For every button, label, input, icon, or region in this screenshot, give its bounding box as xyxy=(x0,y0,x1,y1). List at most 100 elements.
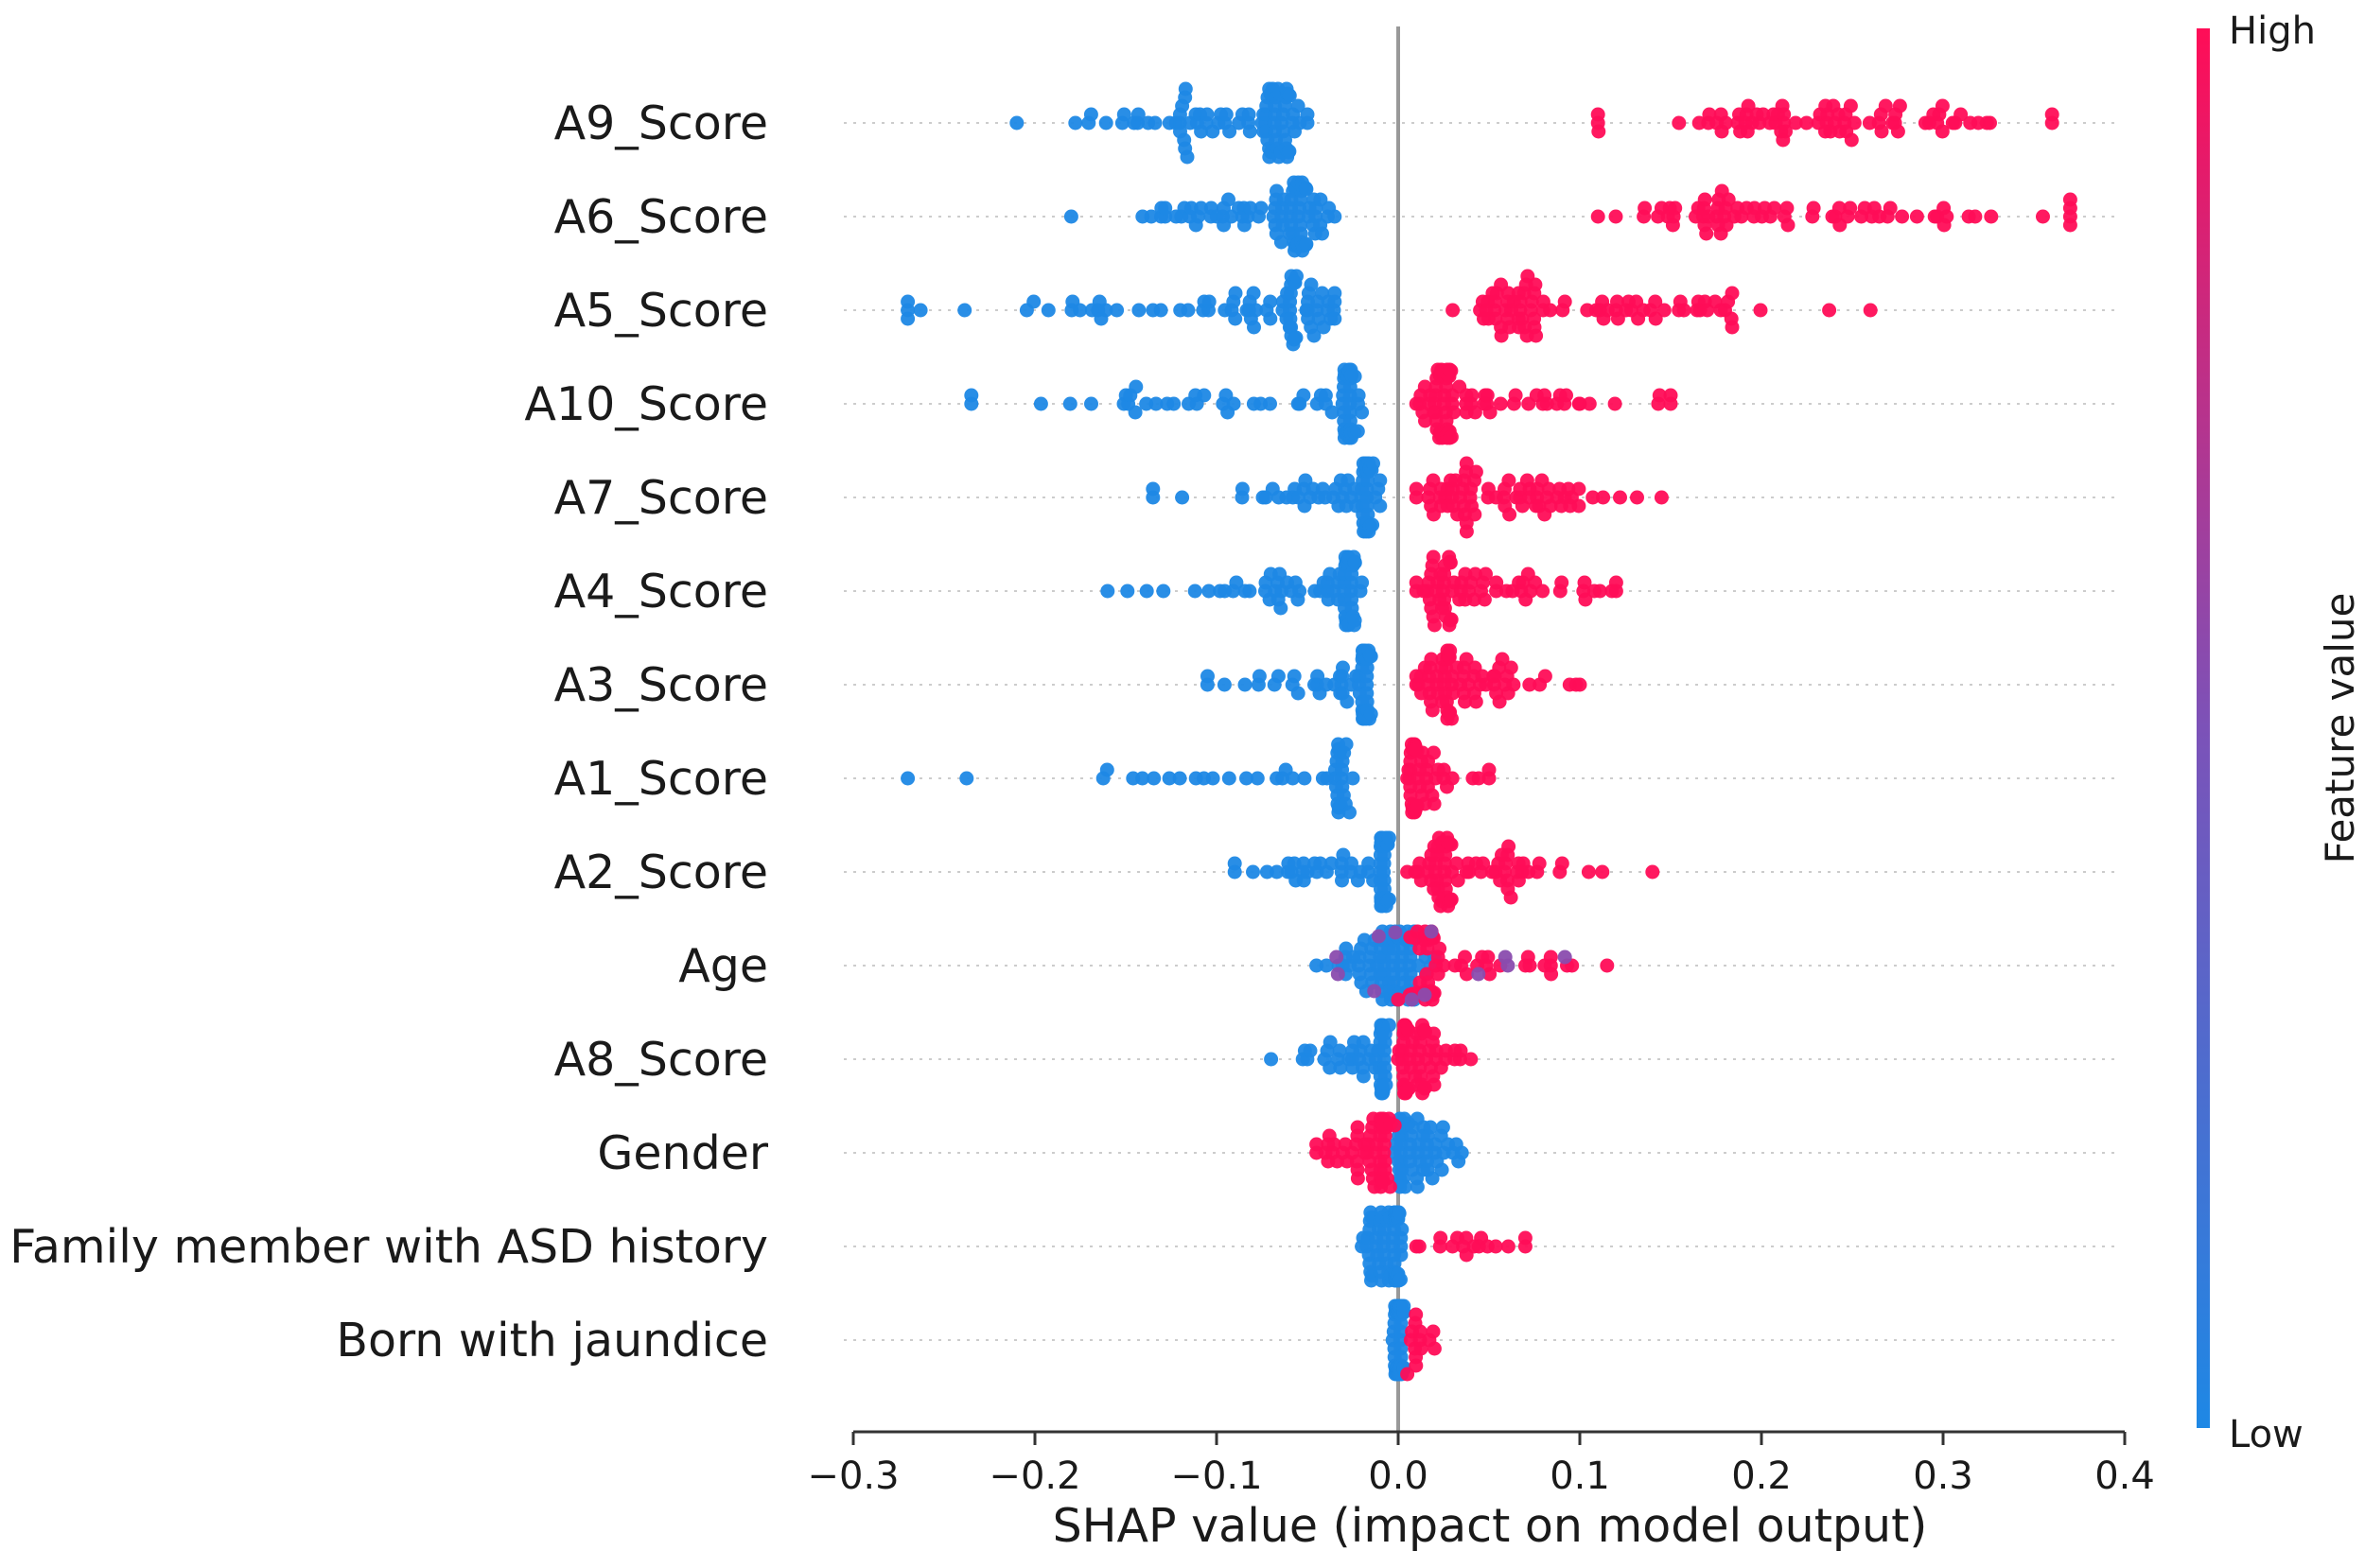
shap-point xyxy=(1581,864,1596,880)
shap-point xyxy=(1146,481,1161,497)
shap-point xyxy=(1239,771,1253,786)
shap-point xyxy=(1100,584,1115,599)
shap-point xyxy=(1591,124,1606,139)
shap-point xyxy=(1476,856,1491,871)
shap-point xyxy=(1585,490,1601,505)
shap-point xyxy=(1725,320,1740,335)
shap-point xyxy=(1158,200,1173,216)
shap-point xyxy=(1098,115,1113,131)
shap-point xyxy=(1083,107,1098,122)
shap-point xyxy=(1480,950,1496,965)
shap-point xyxy=(1425,1171,1440,1186)
shap-point xyxy=(1242,584,1257,599)
shap-point xyxy=(1935,98,1950,113)
colorbar: High Low Feature value xyxy=(2197,9,2363,1456)
shap-point xyxy=(1454,1145,1469,1160)
shap-point xyxy=(1450,873,1465,888)
shap-point xyxy=(1578,592,1593,607)
feature-label: A9_Score xyxy=(554,96,768,150)
shap-point xyxy=(1983,115,1997,131)
shap-point xyxy=(1500,1239,1515,1254)
shap-point xyxy=(1273,601,1288,616)
x-tick-label: 0.4 xyxy=(2094,1455,2155,1498)
shap-point xyxy=(1139,584,1154,599)
x-tick-label: 0.3 xyxy=(1913,1455,1973,1498)
shap-point xyxy=(1194,200,1209,216)
colorbar-high-label: High xyxy=(2229,9,2316,53)
feature-labels: A9_Score A6_Score A5_Score A10_Score A7_Scor… xyxy=(9,96,769,1368)
shap-point xyxy=(1543,303,1558,318)
shap-point xyxy=(1503,890,1518,905)
shap-point xyxy=(1246,286,1261,301)
feature-label: A10_Score xyxy=(524,377,768,431)
shap-point xyxy=(1467,405,1482,420)
shap-point xyxy=(1426,549,1441,565)
shap-point xyxy=(1411,1239,1427,1254)
shap-point xyxy=(1909,209,1924,224)
shap-point xyxy=(1459,524,1474,539)
shap-point xyxy=(1477,592,1492,607)
shap-point xyxy=(1468,694,1483,709)
shap-point xyxy=(1559,388,1573,403)
shap-point xyxy=(1388,925,1403,940)
shap-point xyxy=(1444,612,1459,627)
shap-point xyxy=(1535,584,1550,599)
shap-point xyxy=(1347,555,1362,570)
shap-point xyxy=(1098,303,1113,318)
shap-point xyxy=(1467,507,1482,522)
shap-point xyxy=(1326,1137,1341,1152)
shap-point xyxy=(1099,762,1114,777)
shap-point xyxy=(1425,703,1440,718)
shap-point xyxy=(1318,388,1333,403)
shap-point xyxy=(1445,303,1461,318)
shap-point xyxy=(1246,864,1260,880)
shap-point xyxy=(1778,124,1793,139)
shap-point xyxy=(1309,958,1324,973)
shap-point xyxy=(1242,124,1257,139)
shap-point xyxy=(1263,311,1278,326)
shap-point xyxy=(1367,984,1382,999)
shap-point xyxy=(1323,1035,1338,1050)
shap-point xyxy=(1162,771,1177,786)
shap-point xyxy=(1351,388,1366,403)
shap-point xyxy=(2062,192,2077,207)
shap-point xyxy=(1396,1298,1411,1314)
shap-point xyxy=(1249,303,1263,318)
shap-point xyxy=(1482,405,1498,420)
shap-point xyxy=(1041,303,1056,318)
shap-point xyxy=(1381,1018,1396,1033)
shap-point xyxy=(1482,967,1498,982)
shap-point xyxy=(1488,1239,1503,1254)
shap-point xyxy=(1878,98,1893,113)
shap-point xyxy=(1180,149,1195,165)
shap-point xyxy=(1286,771,1300,786)
shap-point xyxy=(1590,209,1605,224)
shap-point xyxy=(1656,303,1672,318)
shap-point xyxy=(1033,396,1048,411)
shap-point xyxy=(1844,132,1859,148)
shap-point xyxy=(1577,575,1592,590)
shap-point xyxy=(1572,677,1587,692)
shap-point xyxy=(1263,294,1278,309)
shap-point xyxy=(1347,369,1362,384)
shap-point xyxy=(1299,236,1314,252)
shap-point xyxy=(1393,1247,1409,1263)
shap-point xyxy=(1336,660,1350,675)
shap-point xyxy=(1498,950,1513,965)
shap-point xyxy=(1767,200,1782,216)
shap-point xyxy=(1382,1179,1397,1194)
shap-point xyxy=(1418,413,1432,428)
shap-point xyxy=(1299,182,1314,197)
shap-point xyxy=(1394,1222,1410,1237)
shap-point xyxy=(1200,669,1215,684)
shap-point xyxy=(1329,950,1344,965)
x-tick-label: 0.1 xyxy=(1550,1455,1610,1498)
shap-point xyxy=(1404,992,1419,1007)
shap-point xyxy=(1517,1230,1533,1246)
colorbar-low-label: Low xyxy=(2229,1413,2304,1456)
shap-point xyxy=(1409,481,1424,497)
shap-point xyxy=(1444,429,1459,444)
shap-point xyxy=(1319,958,1334,973)
shap-point xyxy=(1427,1026,1442,1041)
shap-point xyxy=(1890,124,1905,139)
